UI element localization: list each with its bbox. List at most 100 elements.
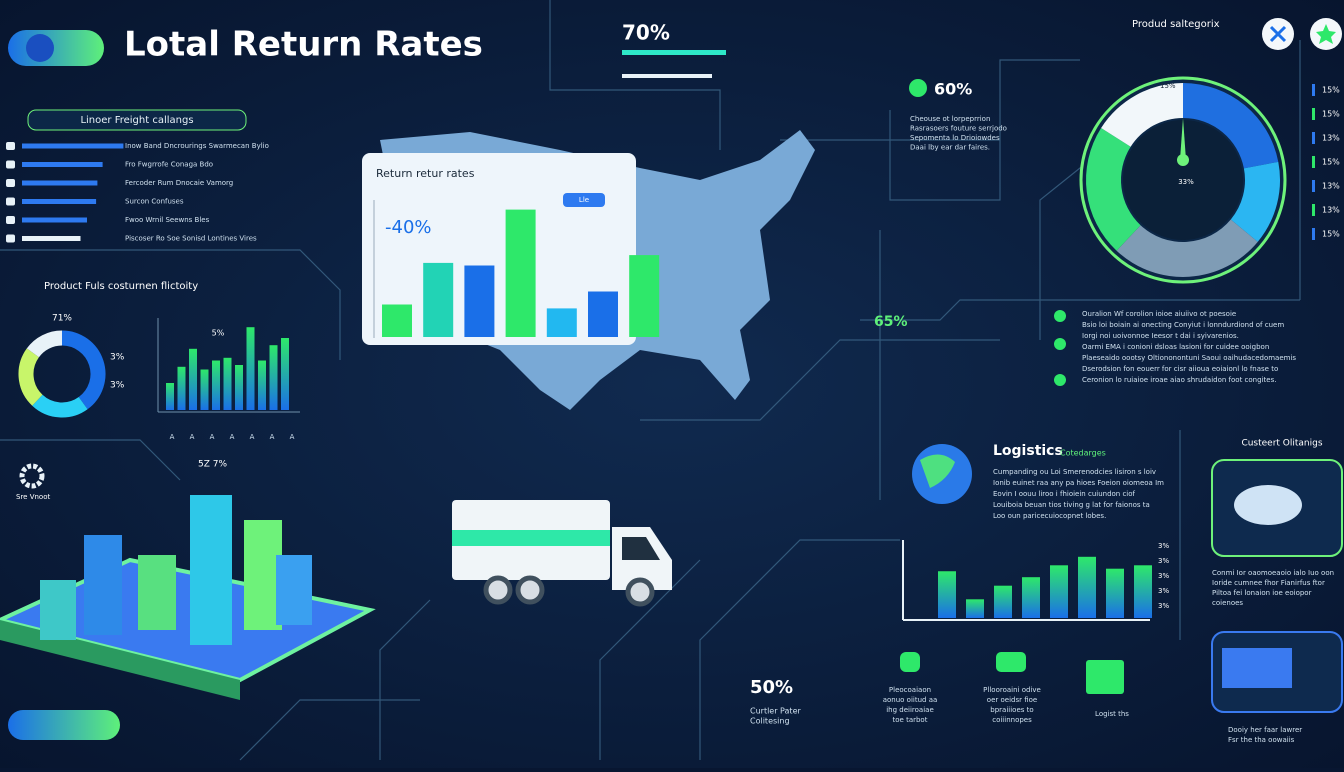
bar — [966, 599, 984, 618]
text-line: Eovin I oouu liroo i fhioiein cuiundon c… — [993, 490, 1136, 498]
panel-title: Linoer Freight callangs — [80, 115, 193, 126]
gauge-segment — [1085, 128, 1141, 251]
truck-stripe — [452, 530, 610, 546]
bottom-icons — [900, 652, 1124, 694]
axis-label: A — [270, 433, 275, 441]
text-line: Sepomenta lo Drioiowdes — [910, 134, 1000, 142]
legend-swatch — [1312, 156, 1315, 168]
bar — [258, 360, 266, 410]
bar — [22, 217, 87, 223]
row-label: Fro Fwgrrofe Conaga Bdo — [125, 161, 213, 169]
gauge-segment — [1101, 83, 1183, 147]
text-line: Fsr the tha oowaiis — [1228, 736, 1295, 744]
section-title: Logistics — [993, 443, 1063, 459]
text-line: Iorgi noi uoivonnoe Ieesor t dai i syiva… — [1082, 332, 1239, 340]
text-line: Louiboia beuan tios tiving g lat for fai… — [993, 501, 1150, 509]
circuit-lines — [0, 0, 1301, 761]
stack-icon — [1222, 648, 1292, 688]
axis-label: A — [290, 433, 295, 441]
donut-segment — [32, 394, 88, 418]
star-icon — [1316, 24, 1336, 44]
button[interactable] — [563, 193, 605, 207]
section-subtitle: Cotedarges — [1060, 449, 1106, 458]
legend-label: 13% — [1322, 182, 1340, 191]
text-line: bpraiiioes to — [990, 706, 1033, 714]
chart-label: 5Z 7% — [198, 460, 227, 470]
text-line: toe tarbot — [893, 716, 928, 724]
text-line: Ouralion Wf corolion ioioe aiuiivo ot po… — [1082, 310, 1236, 318]
legend-swatch — [1312, 180, 1315, 192]
chart-label: 5% — [212, 329, 225, 338]
toggle-knob — [26, 34, 54, 62]
text-line: Piltoa fei lonaion ioe eoiopor — [1212, 589, 1312, 597]
list-dot — [1054, 374, 1066, 386]
bar — [1078, 556, 1096, 618]
row-label: Surcon Confuses — [125, 198, 184, 206]
gauge-segment — [1230, 161, 1280, 242]
axis-label: A — [170, 433, 175, 441]
bar — [200, 369, 209, 410]
axis-label: A — [190, 433, 195, 441]
gear-icon — [19, 463, 45, 489]
bar — [22, 143, 124, 149]
row-icon — [6, 160, 15, 169]
bar — [1106, 568, 1124, 618]
list-dot — [1054, 310, 1066, 322]
text-line: ihg deiiroaiae — [886, 706, 934, 714]
legend-label: 3% — [110, 353, 125, 363]
legend-label: 15% — [1322, 230, 1340, 239]
axis-label: A — [230, 433, 235, 441]
bar — [246, 327, 255, 410]
bar — [22, 180, 98, 186]
legend-label: 13% — [1322, 206, 1340, 215]
text-line: Dooiy her faar lawrer — [1228, 726, 1302, 734]
text-line: Pllooroaini odive — [983, 686, 1041, 694]
icon-label: Sre Vnoot — [16, 493, 50, 501]
globe-land — [920, 454, 955, 488]
stat: 50% — [750, 677, 793, 698]
bar — [1134, 565, 1152, 618]
donut-segment — [61, 330, 106, 410]
bar — [588, 291, 618, 337]
truck-window — [622, 537, 660, 560]
toggle[interactable] — [8, 30, 104, 66]
stat: 70% — [622, 21, 670, 45]
text-line: oer oeidsr fioe — [987, 696, 1037, 704]
isometric-chart — [0, 495, 376, 700]
legend-swatch — [1312, 108, 1315, 120]
section-label: Produd saltegorix — [1132, 19, 1220, 30]
button-label: Lle — [579, 196, 589, 204]
text-line: Plaeseaido oootsy Oltiononontuni Saoui o… — [1082, 354, 1296, 362]
stat-icon — [909, 79, 927, 97]
text-line: Logist ths — [1095, 710, 1129, 718]
bar — [423, 262, 454, 337]
accent-bar — [622, 74, 712, 78]
gauge-pivot — [1177, 154, 1189, 166]
bar — [189, 348, 197, 410]
gauge-segment — [1183, 83, 1279, 169]
text-line: coiiinnopes — [992, 716, 1032, 724]
text-line: Loo oun paricecuiocopnet lobes. — [993, 512, 1106, 520]
bar — [212, 360, 220, 410]
legend-label: 3% — [1158, 542, 1169, 550]
text-line: Curtler Pater — [750, 707, 801, 716]
bar — [505, 209, 536, 337]
row-label: Fwoo Wrnil Seewns Bles — [125, 216, 210, 224]
legend-label: 3% — [110, 381, 125, 391]
bar — [235, 365, 243, 410]
text-line: Ionib euinet raa any pa hioes Foeion oio… — [993, 479, 1164, 487]
row-icon — [6, 216, 15, 224]
toggle[interactable] — [8, 710, 120, 740]
bar — [1022, 577, 1040, 618]
gauge-label: 15% — [1160, 82, 1176, 90]
badge: -40% — [385, 217, 432, 238]
gauge-hub — [1123, 120, 1243, 240]
text-line: Pleocoaiaon — [889, 686, 931, 694]
row-icon — [6, 197, 15, 206]
text-line: Cumpanding ou Loi Smerenodcies lisiron s… — [993, 468, 1156, 476]
text-line: Conmi Ior oaomoeaoio ialo Iuo oon — [1212, 569, 1334, 577]
legend-label: 3% — [1158, 572, 1169, 580]
text-line: Bsio loi boiain ai onecting Conyiut i lo… — [1082, 321, 1284, 329]
stat: 60% — [934, 80, 972, 99]
